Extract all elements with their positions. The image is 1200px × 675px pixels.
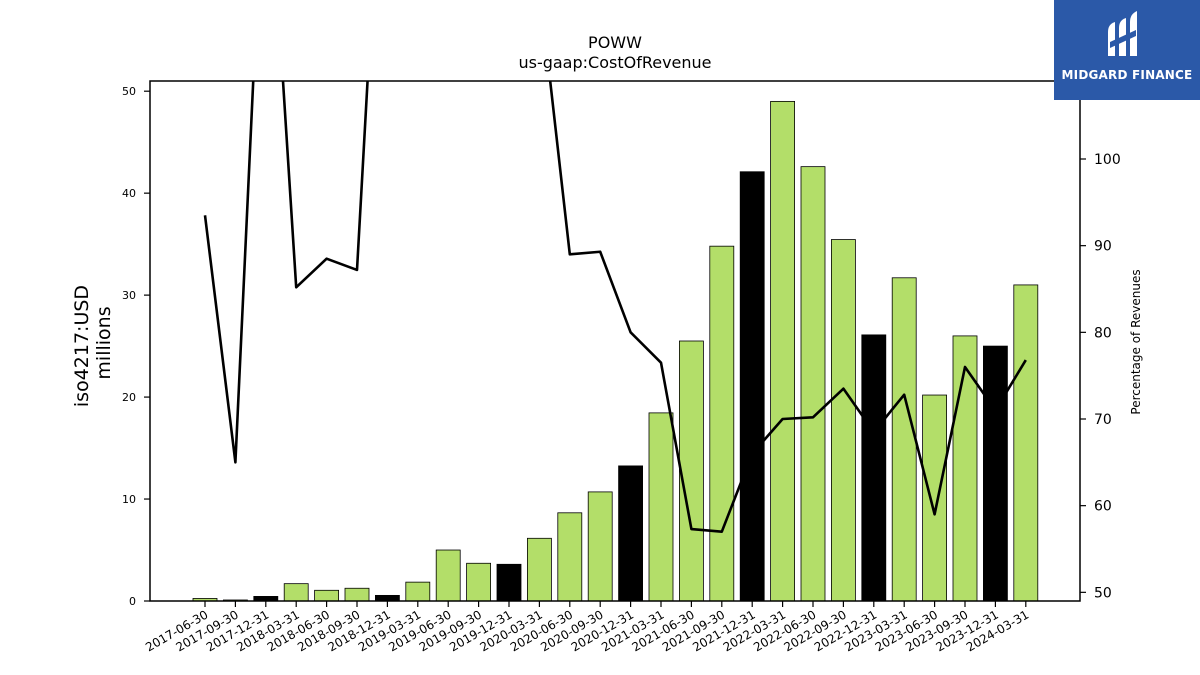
- bar: [861, 334, 887, 602]
- bar: [435, 549, 461, 602]
- y2-tick-label: 90: [1094, 239, 1112, 255]
- y2-tick-label: 60: [1094, 499, 1112, 515]
- y2-tick-label: 100: [1094, 152, 1121, 168]
- bar: [648, 412, 674, 602]
- y-axis-label: iso4217:USD millions: [71, 279, 115, 407]
- bar: [527, 537, 552, 602]
- bar: [618, 465, 643, 602]
- y-tick-label: 20: [122, 391, 136, 404]
- bar: [496, 563, 522, 602]
- bar: [679, 340, 704, 602]
- y-axis-label-line2: millions: [93, 306, 115, 379]
- bar: [344, 587, 370, 602]
- series-line: [203, 81, 1027, 533]
- y-tick-label: 40: [122, 187, 136, 200]
- midgard-finance-logo: MIDGARD FINANCE: [1054, 0, 1200, 100]
- bar: [374, 594, 400, 602]
- bar: [739, 171, 765, 602]
- bar: [466, 562, 492, 602]
- y-tick-label: 0: [129, 595, 136, 608]
- logo-mark-icon: [1108, 11, 1137, 56]
- bar: [952, 335, 978, 602]
- logo-text: MIDGARD FINANCE: [1061, 68, 1193, 82]
- bar: [800, 166, 826, 602]
- bar: [314, 589, 340, 602]
- y2-tick-label: 70: [1094, 412, 1112, 428]
- chart-subtitle: us-gaap:CostOfRevenue: [518, 53, 711, 72]
- bar: [983, 345, 1008, 602]
- bar: [831, 239, 856, 602]
- y2-tick-label: 80: [1094, 325, 1112, 341]
- bar: [770, 100, 795, 602]
- bar: [587, 491, 613, 602]
- plot-area: 0102030405050607080901002017-06-302017-0…: [122, 80, 1121, 654]
- bar: [891, 277, 917, 602]
- chart-title: POWW: [588, 33, 642, 52]
- y2-axis-label: Percentage of Revenues: [1129, 269, 1143, 414]
- y-tick-label: 50: [122, 85, 136, 98]
- bar: [1013, 284, 1039, 602]
- y-tick-label: 10: [122, 493, 136, 506]
- bar: [557, 512, 583, 602]
- bar: [283, 583, 309, 602]
- y-tick-label: 30: [122, 289, 136, 302]
- bar: [709, 245, 735, 602]
- y-axis-label-line1: iso4217:USD: [71, 285, 93, 407]
- bar: [405, 581, 431, 602]
- bar: [922, 394, 947, 602]
- plot-frame: [149, 80, 1081, 602]
- y2-tick-label: 50: [1094, 585, 1112, 601]
